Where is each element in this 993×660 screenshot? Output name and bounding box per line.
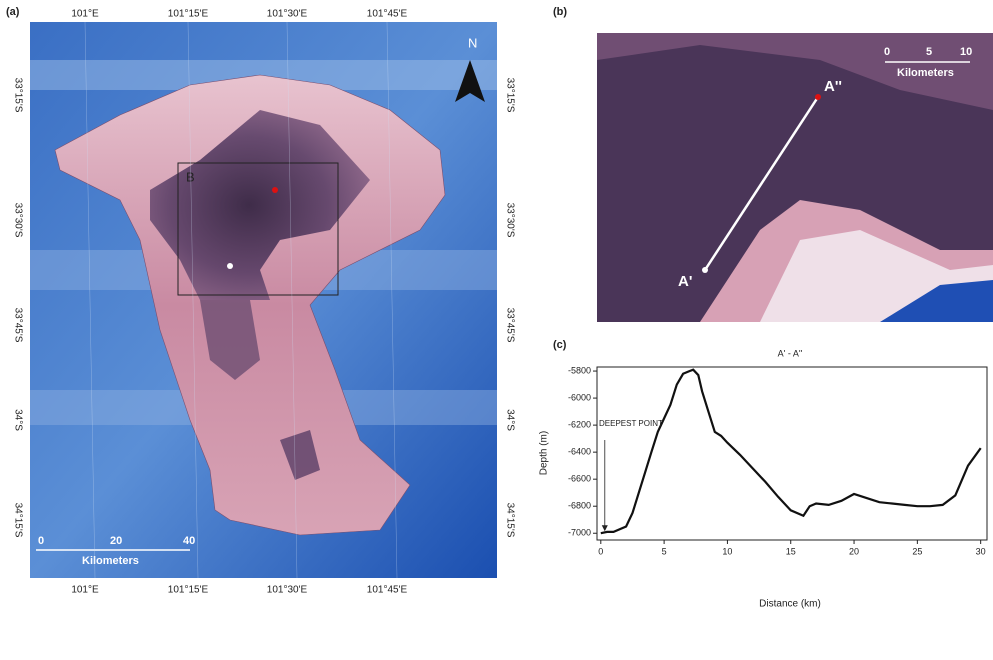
inset-box [177,162,339,296]
lat-label: 34°S [504,409,515,431]
scale-label: 0 [884,46,890,58]
north-arrow [455,60,485,102]
y-tick-label: -7000 [568,528,591,538]
x-tick-label: 10 [722,546,732,556]
profile-line [600,368,982,535]
lat-label: 34°15'S [12,503,23,538]
graticule [286,21,298,579]
scale-label: 0 [38,535,44,547]
deep-zone [280,430,320,480]
point-a2 [272,187,278,193]
y-tick-label: -6200 [568,419,591,429]
lat-label: 33°30'S [12,203,23,238]
lon-label: 101°E [71,9,99,20]
profile-line [703,96,820,271]
scale-label: 10 [960,46,972,58]
panel-label: (a) [6,6,20,18]
scale-unit: Kilometers [897,67,954,79]
y-tick-label: -6600 [568,474,591,484]
y-tick-label: -6800 [568,501,591,511]
point-a1 [702,267,708,273]
lon-label: 101°30'E [267,9,308,20]
annotation: DEEPEST POINT [599,419,663,428]
y-tick-label: -6400 [568,447,591,457]
x-tick-label: 30 [976,546,986,556]
y-axis-label: Depth (m) [539,431,550,475]
lat-label: 33°45'S [504,308,515,343]
graticule [187,21,199,579]
point-a2 [815,94,821,100]
lon-label: 101°30'E [267,585,308,596]
graticule [84,21,96,579]
lon-label: 101°45'E [367,585,408,596]
graticule [386,21,398,579]
slope [597,33,993,110]
x-tick-label: 5 [662,546,667,556]
scale-label: 40 [183,535,195,547]
start-label: A' [678,273,692,290]
scale-label: 5 [926,46,932,58]
deep-zone [200,300,260,380]
lat-label: 33°30'S [504,203,515,238]
lat-label: 33°15'S [504,78,515,113]
scale-unit: Kilometers [82,555,139,567]
lon-label: 101°15'E [168,9,209,20]
lat-label: 33°45'S [12,308,23,343]
lat-label: 33°15'S [12,78,23,113]
point-a1 [227,263,233,269]
sea [880,280,993,322]
x-tick-label: 0 [598,546,603,556]
end-label: A'' [824,78,842,95]
lat-label: 34°15'S [504,503,515,538]
north-label: N [468,35,477,50]
annotation-arrowhead [601,525,608,532]
x-tick-label: 20 [849,546,859,556]
scale-label: 20 [110,535,122,547]
y-tick-label: -5800 [568,365,591,375]
lon-label: 101°E [71,585,99,596]
chart-title: A' - A'' [778,348,803,358]
x-tick-label: 25 [912,546,922,556]
panel-label: (c) [553,339,567,351]
box-label: B [186,169,195,184]
deep-zone [150,110,370,300]
x-tick-label: 15 [786,546,796,556]
plot-frame [596,366,988,541]
x-axis-label: Distance (km) [759,599,821,610]
panel-label: (b) [553,6,567,18]
lon-label: 101°45'E [367,9,408,20]
lon-label: 101°15'E [168,585,209,596]
lat-label: 34°S [12,409,23,431]
y-tick-label: -6000 [568,392,591,402]
